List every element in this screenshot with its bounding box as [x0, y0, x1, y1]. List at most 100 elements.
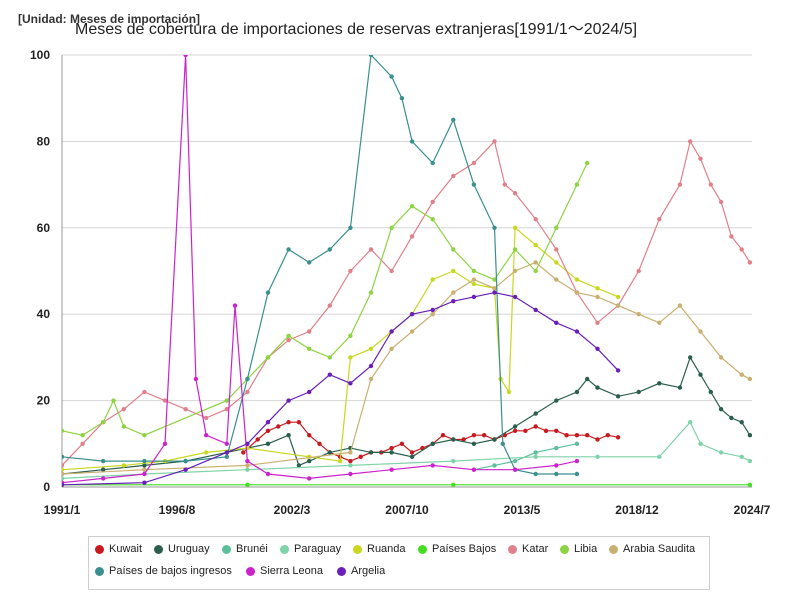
data-point: [142, 480, 147, 485]
data-point: [389, 74, 394, 79]
data-point: [688, 355, 693, 360]
data-point: [286, 247, 291, 252]
data-point: [574, 458, 580, 464]
data-point: [574, 471, 580, 477]
data-point: [245, 463, 250, 468]
data-point: [747, 260, 752, 265]
data-point: [183, 55, 188, 58]
data-point: [245, 376, 250, 382]
legend-item: Arabia Saudita: [609, 543, 695, 555]
legend-item: Paraguay: [280, 543, 341, 555]
data-point: [739, 372, 744, 377]
data-point: [409, 234, 415, 239]
data-point: [265, 441, 271, 446]
data-point: [554, 247, 559, 252]
data-point: [183, 467, 188, 472]
data-point: [482, 433, 487, 438]
data-point: [595, 454, 600, 459]
data-point: [595, 346, 600, 351]
y-tick-label: 60: [37, 221, 51, 235]
data-point: [729, 415, 734, 421]
data-point: [677, 385, 683, 390]
data-point: [183, 407, 188, 412]
data-point: [265, 290, 271, 295]
x-tick-label: 2013/5: [504, 503, 541, 517]
data-point: [585, 160, 590, 166]
legend-marker: [222, 544, 231, 554]
data-point: [121, 424, 127, 429]
legend-item: Libia: [560, 543, 597, 555]
data-point: [471, 294, 477, 300]
legend-marker: [418, 544, 427, 554]
data-point: [265, 355, 271, 360]
data-point: [80, 433, 85, 438]
data-point: [605, 433, 610, 438]
data-point: [471, 277, 477, 282]
data-point: [327, 372, 332, 377]
data-point: [265, 420, 271, 425]
data-point: [307, 476, 312, 481]
data-point: [615, 435, 621, 440]
data-point: [296, 463, 302, 468]
data-point: [451, 299, 456, 304]
data-point: [409, 204, 415, 209]
data-point: [62, 428, 65, 433]
data-point: [451, 268, 456, 274]
data-point: [615, 294, 621, 300]
data-point: [307, 458, 312, 464]
data-point: [451, 117, 456, 123]
data-point: [595, 294, 600, 300]
data-point: [245, 482, 250, 487]
data-point: [533, 450, 538, 455]
data-point: [615, 368, 621, 373]
data-point: [327, 355, 332, 360]
data-point: [440, 433, 446, 438]
data-point: [62, 476, 65, 481]
legend-label: Katar: [522, 543, 549, 555]
data-point: [595, 286, 600, 291]
data-point: [718, 450, 724, 455]
data-point: [80, 441, 85, 446]
data-point: [389, 445, 394, 451]
x-tick-label: 2018/12: [615, 503, 659, 517]
data-point: [451, 458, 456, 464]
data-point: [307, 433, 312, 438]
data-point: [286, 433, 291, 438]
data-point: [502, 182, 507, 187]
data-point: [512, 458, 518, 464]
x-tick-label: 2007/10: [385, 503, 429, 517]
data-point: [500, 441, 505, 446]
legend-item: Uruguay: [154, 543, 210, 555]
data-point: [368, 290, 374, 295]
series-line: [62, 139, 751, 466]
legend-marker: [353, 544, 362, 554]
y-tick-label: 20: [37, 394, 51, 408]
data-point: [204, 450, 209, 455]
data-point: [286, 333, 291, 338]
data-point: [554, 428, 559, 433]
data-point: [121, 407, 127, 412]
data-point: [471, 160, 477, 166]
data-point: [739, 454, 744, 459]
data-point: [348, 268, 353, 274]
data-point: [554, 445, 559, 451]
data-point: [747, 376, 752, 382]
data-point: [523, 428, 528, 433]
x-tick-label: 2002/3: [274, 503, 311, 517]
data-point: [574, 277, 580, 282]
unit-label: [Unidad: Meses de importación]: [18, 12, 201, 26]
data-point: [142, 389, 147, 395]
data-point: [389, 225, 394, 230]
data-point: [245, 467, 250, 472]
data-point: [348, 471, 353, 477]
data-point: [492, 139, 497, 144]
data-point: [245, 441, 250, 446]
data-point: [348, 463, 353, 468]
legend-label: Sierra Leona: [260, 565, 323, 577]
data-point: [718, 407, 724, 412]
data-point: [409, 454, 415, 459]
data-point: [533, 424, 538, 429]
data-point: [142, 433, 147, 438]
data-point: [430, 441, 435, 446]
data-point: [533, 268, 538, 274]
